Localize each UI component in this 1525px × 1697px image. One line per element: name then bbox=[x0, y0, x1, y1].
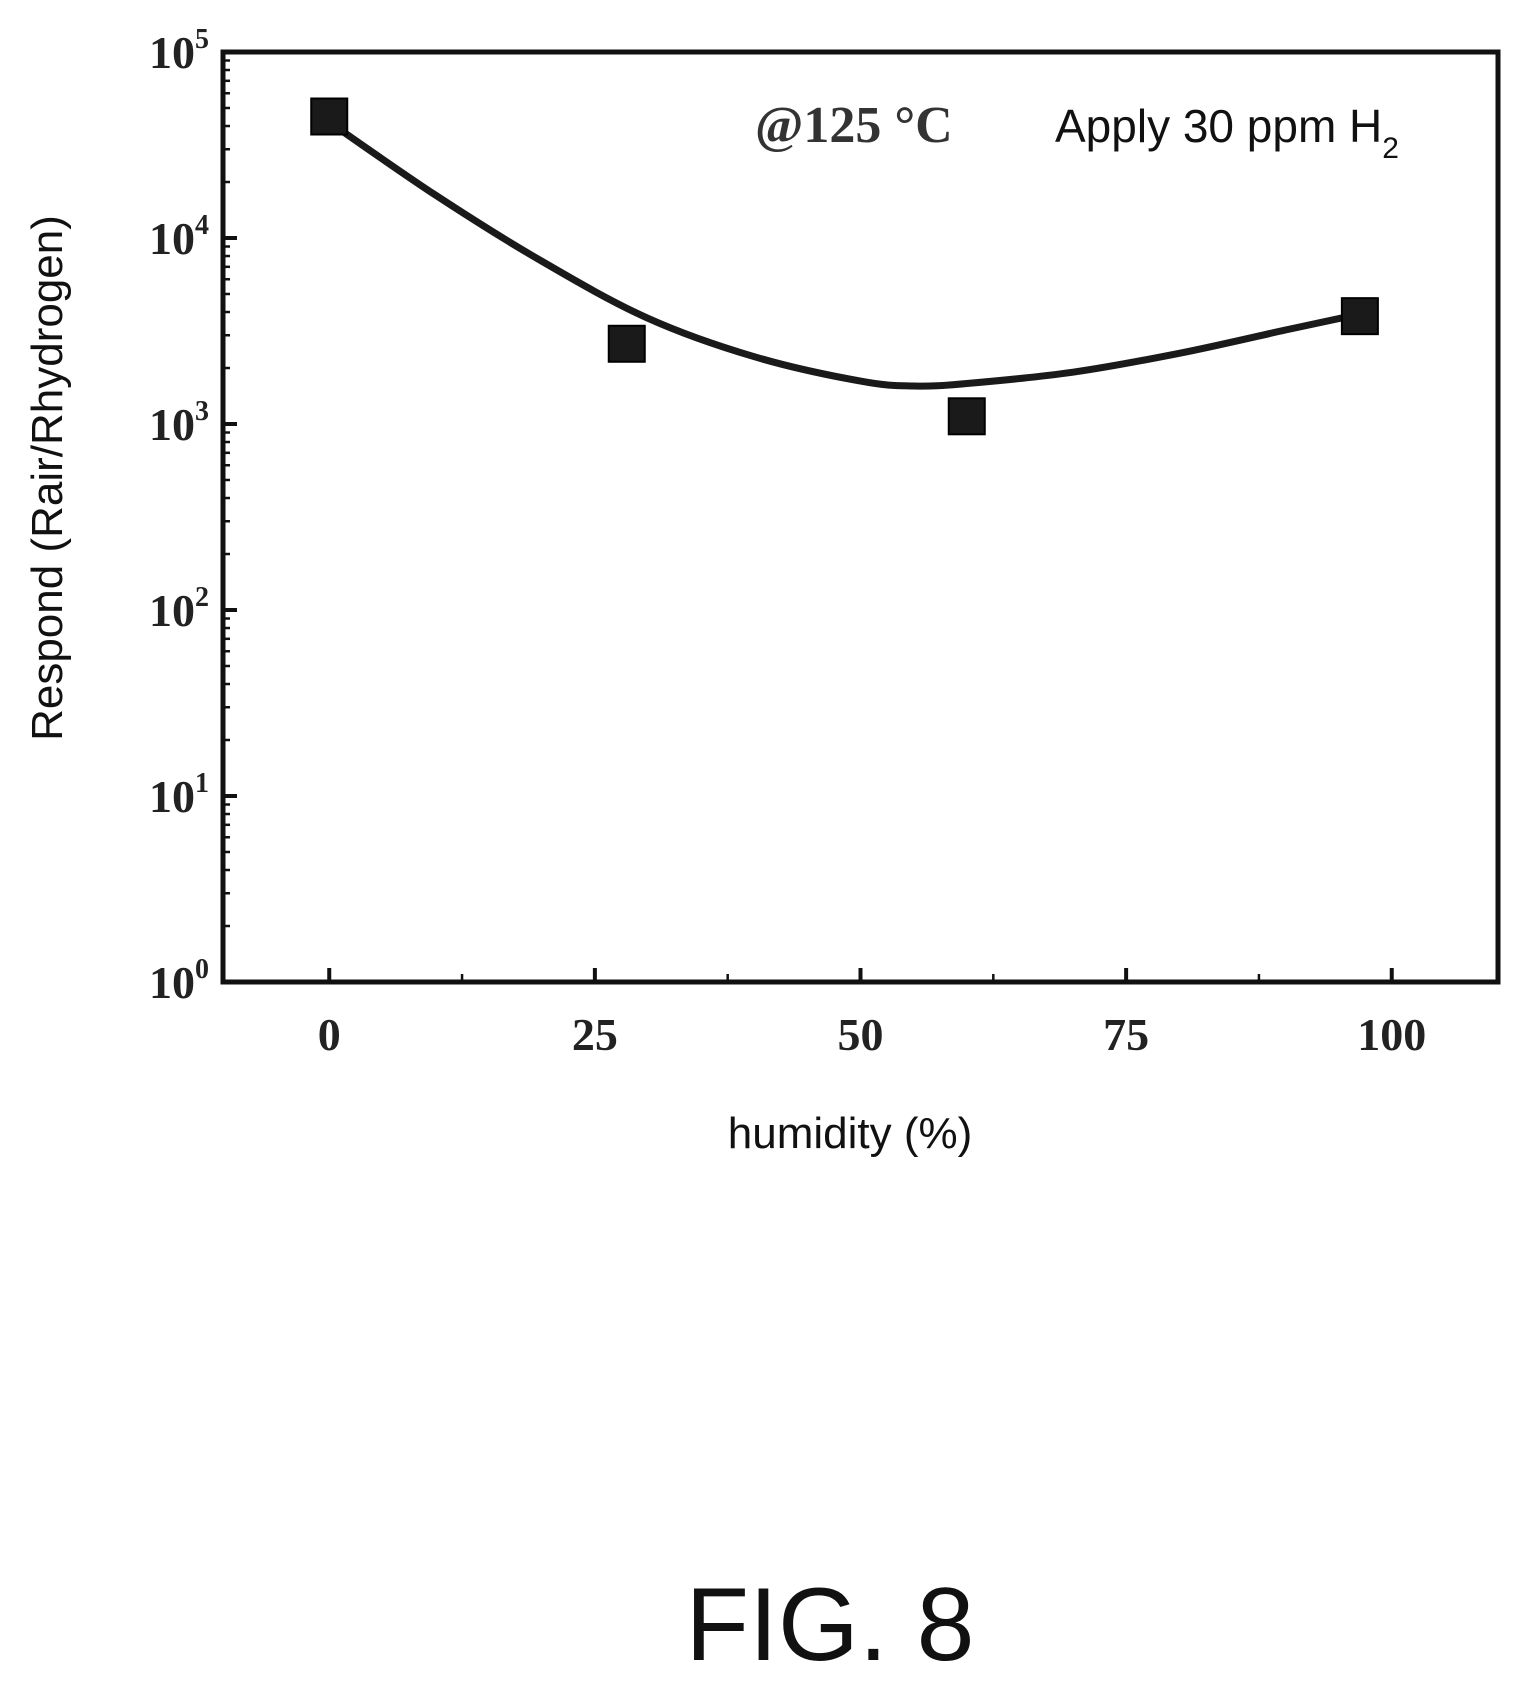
x-tick-label: 25 bbox=[572, 1009, 618, 1060]
fit-curve bbox=[325, 118, 1364, 390]
annotation-temperature: @125 °C bbox=[755, 97, 953, 154]
x-tick-label: 50 bbox=[838, 1009, 884, 1060]
annotation-gas-subscript: 2 bbox=[1382, 132, 1399, 165]
data-point bbox=[947, 397, 986, 436]
y-tick-label-base: 10 bbox=[149, 399, 195, 450]
y-tick-label-exponent: 5 bbox=[195, 24, 209, 55]
y-tick-label-exponent: 0 bbox=[195, 954, 209, 985]
annotation-gas: Apply 30 ppm H2 bbox=[1055, 100, 1399, 165]
y-tick-label-base: 10 bbox=[149, 27, 195, 78]
y-axis-title: Respond (Rair/Rhydrogen) bbox=[23, 215, 72, 741]
y-tick-label-base: 10 bbox=[149, 957, 195, 1008]
data-markers bbox=[310, 97, 1379, 436]
y-tick-label-base: 10 bbox=[149, 585, 195, 636]
data-point bbox=[607, 324, 646, 363]
y-tick-label-exponent: 4 bbox=[195, 210, 209, 241]
y-tick-label: 101 bbox=[149, 768, 209, 822]
y-tick-label: 100 bbox=[149, 954, 209, 1008]
x-ticks: 0 25 50 75 100 bbox=[318, 968, 1426, 1060]
data-point bbox=[310, 97, 349, 136]
y-tick-label: 103 bbox=[149, 396, 209, 450]
x-tick-label: 75 bbox=[1103, 1009, 1149, 1060]
x-tick-label: 100 bbox=[1357, 1009, 1426, 1060]
y-tick-label-base: 10 bbox=[149, 213, 195, 264]
data-point bbox=[1340, 297, 1379, 336]
y-tick-label-exponent: 3 bbox=[195, 396, 209, 427]
y-tick-label: 105 bbox=[149, 24, 209, 78]
y-tick-label: 102 bbox=[149, 582, 209, 636]
x-tick-label: 0 bbox=[318, 1009, 341, 1060]
y-tick-label: 104 bbox=[149, 210, 209, 264]
plot-frame bbox=[220, 49, 1501, 985]
y-tick-label-base: 10 bbox=[149, 771, 195, 822]
y-tick-label-exponent: 2 bbox=[195, 582, 209, 613]
x-axis-title: humidity (%) bbox=[728, 1109, 973, 1158]
figure-label: FIG. 8 bbox=[686, 1567, 975, 1683]
y-tick-label-exponent: 1 bbox=[195, 768, 209, 799]
